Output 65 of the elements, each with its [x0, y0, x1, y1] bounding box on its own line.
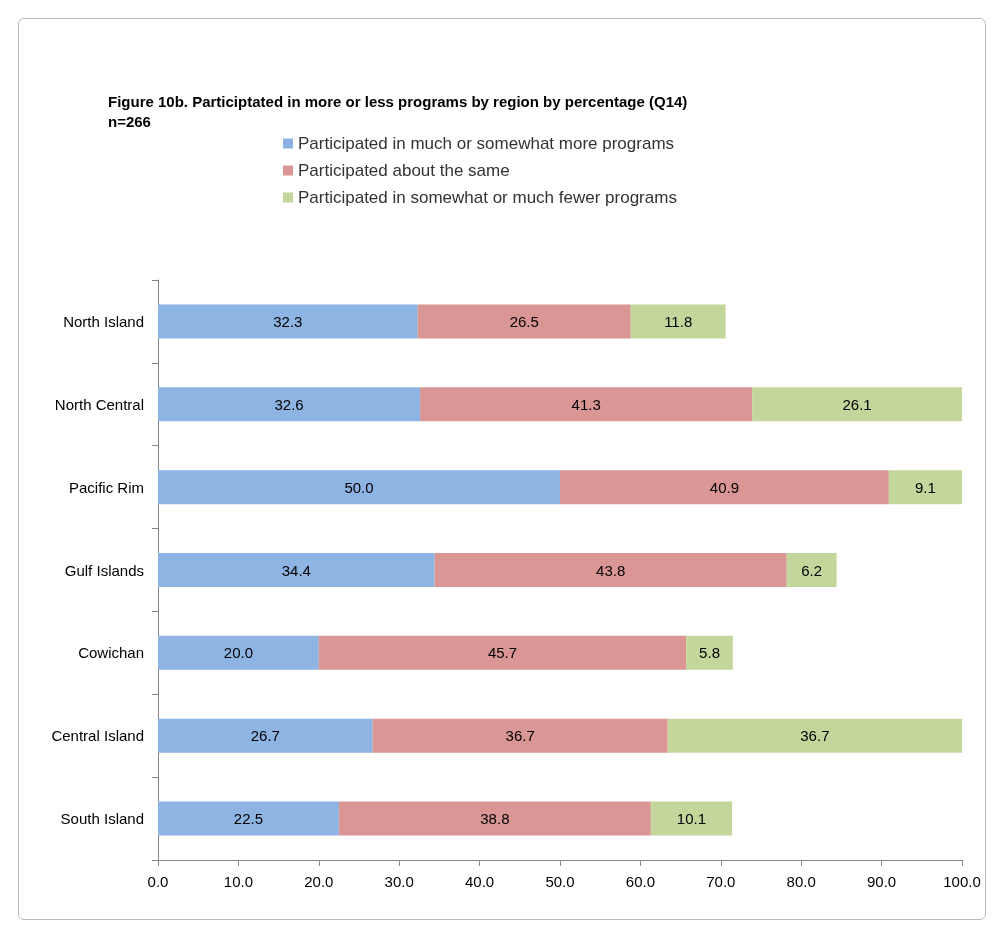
x-tick-label: 40.0: [465, 873, 495, 890]
bar: [752, 387, 962, 422]
bar: [158, 470, 560, 505]
chart-subtitle: n=266: [108, 112, 152, 132]
legend-label: Participated in much or somewhat more programs: [298, 134, 675, 153]
data-label: 20.0: [223, 644, 253, 662]
bar: [338, 801, 651, 836]
bar: [158, 635, 319, 670]
x-tick-label: 100.0: [943, 873, 981, 890]
bar: [888, 470, 962, 505]
legend-label: Participated in somewhat or much fewer programs: [298, 188, 677, 207]
bar: [434, 553, 787, 587]
data-label: 45.7: [487, 644, 518, 662]
bar: [318, 635, 687, 670]
x-tick-label: 0.0: [147, 873, 169, 890]
data-label: 36.7: [505, 727, 535, 745]
data-label: 22.5: [233, 810, 264, 828]
bar: [158, 387, 421, 422]
legend-label: Participated about the same: [298, 161, 510, 180]
data-label: 5.8: [699, 644, 720, 662]
y-tick-label: Cowichan: [78, 644, 144, 662]
y-tick-label: Gulf Islands: [64, 561, 144, 579]
y-tick-label: Pacific Rim: [68, 478, 144, 496]
y-tick-label: North Central: [54, 395, 144, 413]
data-label: 26.1: [842, 395, 872, 413]
data-label: 32.6: [274, 395, 304, 413]
data-label: 36.7: [800, 727, 830, 745]
bar: [667, 718, 962, 753]
bar: [158, 801, 339, 836]
bar: [686, 635, 733, 670]
data-label: 11.8: [664, 312, 693, 330]
y-tick-label: South Island: [60, 810, 144, 828]
x-tick-label: 50.0: [545, 873, 575, 890]
data-label: 32.3: [273, 312, 303, 330]
data-label: 34.4: [281, 561, 311, 579]
bar: [650, 801, 733, 836]
bar: [420, 387, 753, 422]
bar: [630, 304, 726, 339]
x-tick-label: 20.0: [304, 873, 334, 890]
x-tick-label: 60.0: [625, 873, 655, 890]
bar: [372, 718, 668, 753]
data-label: 38.8: [480, 810, 510, 828]
data-label: 40.9: [709, 478, 740, 496]
data-label: 43.8: [596, 561, 626, 579]
y-tick-label: North Island: [63, 312, 144, 330]
data-label: 26.5: [509, 312, 539, 330]
bar: [560, 470, 889, 505]
data-label: 26.7: [250, 727, 280, 745]
bar: [158, 304, 418, 339]
bar: [158, 553, 435, 587]
x-tick-label: 10.0: [223, 873, 253, 890]
bar: [786, 553, 837, 587]
data-label: 50.0: [344, 478, 374, 496]
data-label: 41.3: [571, 395, 601, 413]
data-label: 9.1: [914, 478, 936, 496]
bar: [158, 718, 373, 753]
data-label: 6.2: [801, 561, 823, 579]
x-tick-label: 70.0: [706, 873, 736, 890]
bar: [417, 304, 631, 339]
data-label: 10.1: [676, 810, 707, 828]
y-tick-label: Central Island: [51, 727, 144, 745]
chart-title: Figure 10b. Participtated in more or less programs by region by percentage (Q14): [108, 92, 688, 112]
x-tick-label: 30.0: [384, 873, 414, 890]
x-tick-label: 80.0: [786, 873, 816, 890]
x-tick-label: 90.0: [867, 873, 897, 890]
